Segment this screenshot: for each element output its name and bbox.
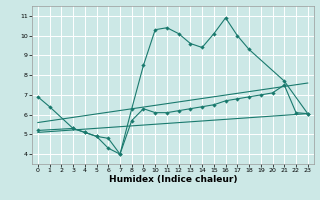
X-axis label: Humidex (Indice chaleur): Humidex (Indice chaleur) [108,175,237,184]
